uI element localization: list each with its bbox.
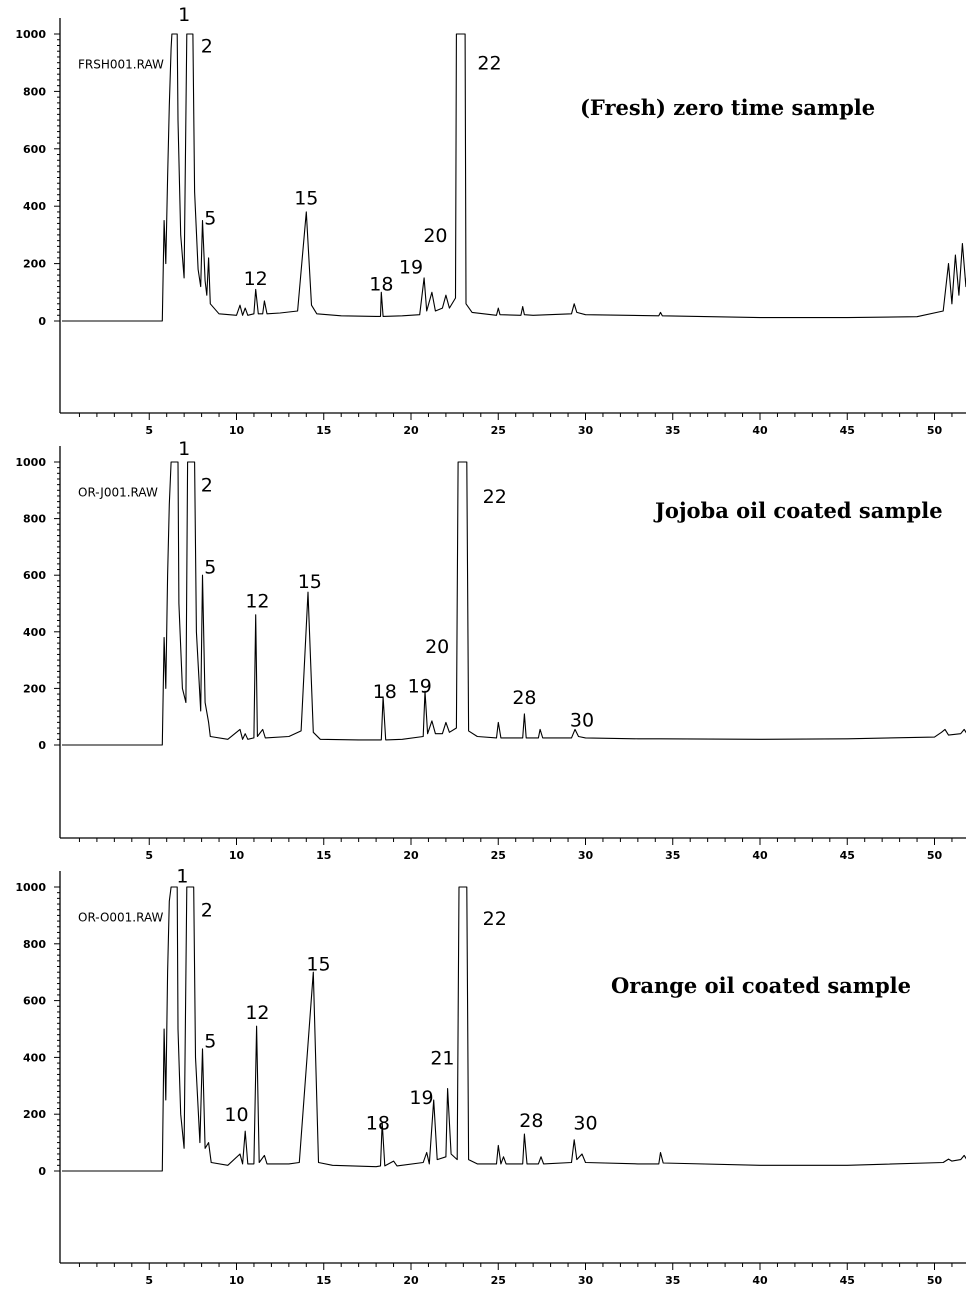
x-tick-label: 45: [840, 1274, 855, 1287]
file-label: FRSH001.RAW: [78, 58, 164, 72]
peak-label-1: 1: [178, 4, 190, 26]
x-tick-label: 25: [491, 1274, 506, 1287]
peak-label-2: 2: [201, 475, 213, 497]
peak-label-20: 20: [425, 636, 449, 658]
x-tick-label: 10: [229, 1274, 245, 1287]
x-tick-label: 40: [752, 424, 768, 437]
x-tick-label: 20: [403, 424, 419, 437]
x-tick-label: 10: [229, 849, 245, 862]
peak-label-30: 30: [573, 1113, 597, 1135]
x-tick-label: 30: [578, 424, 594, 437]
x-tick-label: 30: [578, 849, 594, 862]
peak-label-28: 28: [519, 1110, 543, 1132]
x-tick-label: 45: [840, 849, 855, 862]
x-tick-label: 35: [665, 1274, 680, 1287]
peak-label-5: 5: [204, 557, 216, 579]
chromatogram-trace: [62, 33, 966, 322]
y-tick-label: 600: [23, 143, 46, 156]
y-tick-label: 1000: [15, 456, 46, 469]
x-tick-label: 40: [752, 1274, 768, 1287]
peak-label-1: 1: [178, 438, 190, 460]
x-tick-label: 10: [229, 424, 245, 437]
peak-label-10: 10: [224, 1104, 248, 1126]
peak-label-12: 12: [244, 268, 268, 290]
chromatogram-trace: [62, 461, 966, 746]
x-tick-label: 5: [145, 424, 153, 437]
x-tick-label: 15: [316, 1274, 331, 1287]
peak-label-21: 21: [430, 1047, 454, 1069]
y-tick-label: 600: [23, 995, 46, 1008]
y-tick-label: 0: [38, 1165, 46, 1178]
x-tick-label: 35: [665, 424, 680, 437]
x-tick-label: 50: [927, 849, 943, 862]
x-tick-label: 15: [316, 424, 331, 437]
peak-label-5: 5: [204, 208, 216, 230]
peak-label-19: 19: [399, 256, 423, 278]
y-tick-label: 200: [23, 1108, 46, 1121]
x-tick-label: 45: [840, 424, 855, 437]
y-tick-label: 0: [38, 739, 46, 752]
peak-label-15: 15: [306, 954, 330, 976]
y-tick-label: 1000: [15, 28, 46, 41]
sample-title: Orange oil coated sample: [611, 973, 911, 998]
x-tick-label: 40: [752, 849, 768, 862]
y-tick-label: 400: [23, 1051, 46, 1064]
y-tick-label: 400: [23, 200, 46, 213]
peak-label-2: 2: [201, 35, 213, 57]
peak-label-15: 15: [294, 188, 318, 210]
y-tick-label: 200: [23, 258, 46, 271]
peak-label-22: 22: [483, 908, 507, 930]
peak-label-19: 19: [409, 1087, 433, 1109]
peak-label-2: 2: [201, 900, 213, 922]
sample-title: (Fresh) zero time sample: [580, 95, 875, 120]
peak-label-20: 20: [423, 225, 447, 247]
peak-label-30: 30: [570, 710, 594, 732]
x-tick-label: 35: [665, 849, 680, 862]
chromatogram-trace: [62, 886, 966, 1172]
x-tick-label: 15: [316, 849, 331, 862]
peak-label-12: 12: [245, 591, 269, 613]
peak-label-18: 18: [369, 274, 393, 296]
x-tick-label: 5: [145, 849, 153, 862]
y-tick-label: 600: [23, 569, 46, 582]
x-tick-label: 20: [403, 1274, 419, 1287]
x-tick-label: 20: [403, 849, 419, 862]
y-tick-label: 800: [23, 938, 46, 951]
peak-label-22: 22: [477, 53, 501, 75]
peak-label-15: 15: [298, 571, 322, 593]
file-label: OR-J001.RAW: [78, 485, 158, 499]
peak-label-1: 1: [176, 866, 188, 888]
x-tick-label: 50: [927, 424, 943, 437]
y-tick-label: 0: [38, 315, 46, 328]
peak-label-22: 22: [483, 486, 507, 508]
x-tick-label: 25: [491, 424, 506, 437]
x-tick-label: 25: [491, 849, 506, 862]
sample-title: Jojoba oil coated sample: [653, 498, 943, 523]
peak-label-28: 28: [512, 687, 536, 709]
y-tick-label: 400: [23, 626, 46, 639]
y-tick-label: 800: [23, 85, 46, 98]
y-tick-label: 200: [23, 682, 46, 695]
peak-label-5: 5: [204, 1030, 216, 1052]
peak-label-19: 19: [408, 676, 432, 698]
x-tick-label: 5: [145, 1274, 153, 1287]
peak-label-18: 18: [373, 681, 397, 703]
file-label: OR-O001.RAW: [78, 910, 164, 924]
x-tick-label: 30: [578, 1274, 594, 1287]
peak-label-12: 12: [245, 1002, 269, 1024]
y-tick-label: 800: [23, 513, 46, 526]
peak-label-18: 18: [366, 1113, 390, 1135]
x-tick-label: 50: [927, 1274, 943, 1287]
y-tick-label: 1000: [15, 881, 46, 894]
